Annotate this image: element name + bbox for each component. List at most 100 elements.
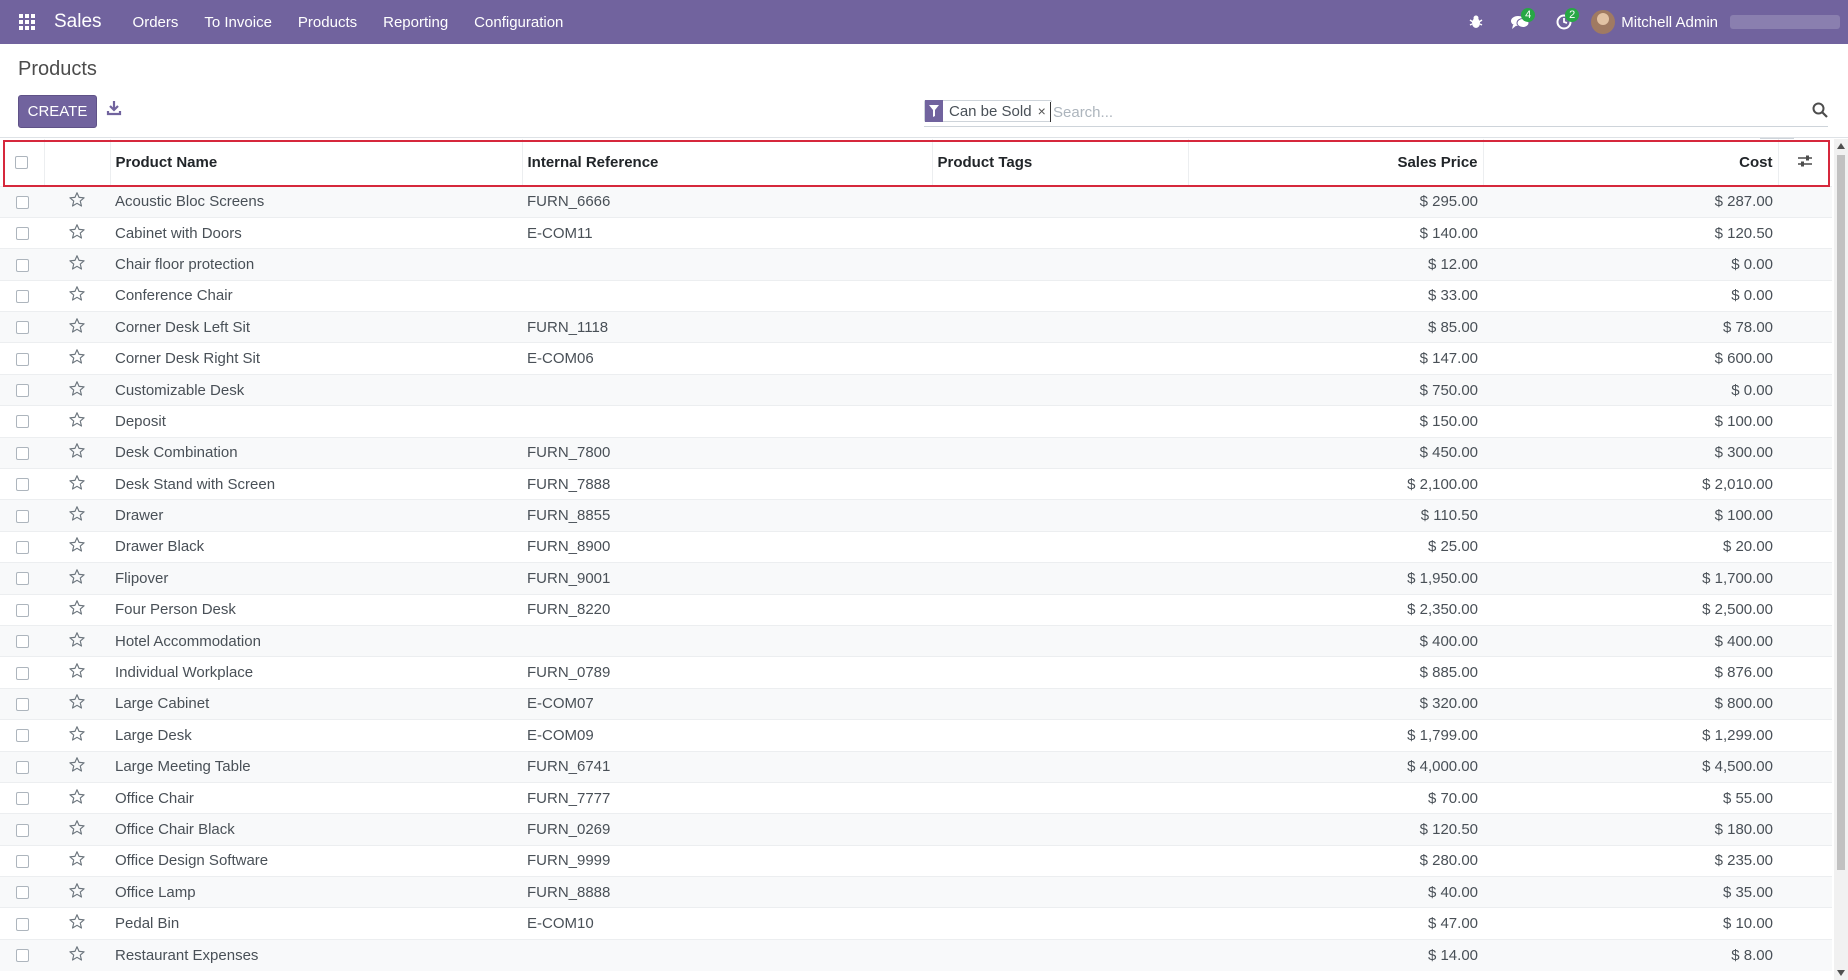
table-row[interactable]: Individual Workplace FURN_0789 $ 885.00 $ 8…	[0, 656, 1832, 688]
column-header-product-tags[interactable]: Product Tags	[932, 139, 1189, 186]
cell-product-tags[interactable]	[932, 688, 1188, 719]
cell-sales-price[interactable]: $ 147.00	[1419, 350, 1478, 368]
cell-product-name[interactable]: Individual Workplace	[115, 664, 254, 682]
row-checkbox[interactable]	[0, 845, 44, 876]
cell-sales-price[interactable]: $ 750.00	[1419, 381, 1478, 399]
row-checkbox[interactable]	[0, 374, 44, 405]
cell-internal-reference[interactable]: FURN_7777	[527, 789, 611, 807]
cell-cost[interactable]: $ 1,299.00	[1702, 726, 1773, 744]
priority-star-icon[interactable]	[44, 594, 110, 625]
cell-cost[interactable]: $ 800.00	[1714, 695, 1773, 713]
table-row[interactable]: Customizable Desk $ 750.00 $ 0.00	[0, 374, 1832, 406]
cell-product-name[interactable]: Four Person Desk	[115, 601, 236, 619]
cell-product-name[interactable]: Large Desk	[115, 726, 192, 744]
cell-sales-price[interactable]: $ 70.00	[1427, 789, 1478, 807]
cell-sales-price[interactable]: $ 4,000.00	[1407, 758, 1478, 776]
cell-cost[interactable]: $ 0.00	[1731, 381, 1773, 399]
cell-sales-price[interactable]: $ 280.00	[1419, 852, 1478, 870]
cell-cost[interactable]: $ 100.00	[1714, 507, 1773, 525]
row-checkbox[interactable]	[0, 908, 44, 939]
cell-internal-reference[interactable]: E-COM07	[527, 695, 594, 713]
cell-internal-reference[interactable]	[522, 249, 932, 280]
cell-sales-price[interactable]: $ 33.00	[1427, 287, 1478, 305]
cell-internal-reference[interactable]: E-COM11	[527, 224, 593, 242]
table-row[interactable]: Office Chair Black FURN_0269 $ 120.50 $ 180…	[0, 813, 1832, 846]
cell-internal-reference[interactable]: FURN_8220	[527, 601, 611, 619]
priority-star-icon[interactable]	[44, 563, 110, 594]
cell-product-tags[interactable]	[932, 939, 1188, 970]
cell-internal-reference[interactable]: FURN_8855	[527, 507, 611, 525]
cell-product-tags[interactable]	[932, 531, 1188, 562]
priority-star-icon[interactable]	[44, 814, 110, 845]
cell-internal-reference[interactable]: FURN_9001	[527, 569, 611, 587]
app-brand[interactable]: Sales	[54, 11, 102, 32]
cell-internal-reference[interactable]	[522, 939, 932, 970]
user-name[interactable]: Mitchell Admin	[1621, 13, 1718, 31]
cell-sales-price[interactable]: $ 400.00	[1419, 632, 1478, 650]
cell-product-tags[interactable]	[932, 500, 1188, 531]
cell-product-tags[interactable]	[932, 845, 1188, 876]
cell-internal-reference[interactable]: FURN_9999	[527, 852, 611, 870]
cell-sales-price[interactable]: $ 14.00	[1427, 946, 1478, 964]
table-row[interactable]: Large Desk E-COM09 $ 1,799.00 $ 1,299.00	[0, 719, 1832, 751]
user-avatar[interactable]	[1591, 10, 1616, 34]
table-row[interactable]: Pedal Bin E-COM10 $ 47.00 $ 10.00	[0, 907, 1832, 939]
search-icon[interactable]	[1812, 102, 1828, 122]
cell-internal-reference[interactable]	[522, 625, 932, 656]
create-button[interactable]: CREATE	[18, 95, 97, 128]
table-row[interactable]: Restaurant Expenses $ 14.00 $ 8.00	[0, 939, 1832, 971]
cell-product-name[interactable]: Hotel Accommodation	[115, 632, 261, 650]
table-row[interactable]: Chair floor protection $ 12.00 $ 0.00	[0, 248, 1832, 281]
cell-product-name[interactable]: Customizable Desk	[115, 381, 245, 399]
cell-product-tags[interactable]	[932, 217, 1188, 248]
cell-product-name[interactable]: Cabinet with Doors	[115, 224, 242, 242]
cell-product-tags[interactable]	[932, 657, 1188, 688]
cell-product-tags[interactable]	[932, 563, 1188, 594]
row-checkbox[interactable]	[0, 939, 44, 970]
cell-product-name[interactable]: Desk Combination	[115, 444, 238, 462]
cell-cost[interactable]: $ 287.00	[1714, 193, 1773, 211]
cell-product-tags[interactable]	[932, 782, 1188, 813]
cell-product-name[interactable]: Flipover	[115, 569, 169, 587]
cell-product-name[interactable]: Conference Chair	[115, 287, 233, 305]
select-all-checkbox[interactable]	[0, 139, 45, 186]
cell-cost[interactable]: $ 8.00	[1731, 946, 1773, 964]
table-row[interactable]: Desk Combination FURN_7800 $ 450.00 $ 300.0…	[0, 437, 1832, 469]
cell-sales-price[interactable]: $ 450.00	[1419, 444, 1478, 462]
priority-star-icon[interactable]	[44, 249, 110, 280]
cell-product-name[interactable]: Large Cabinet	[115, 695, 210, 713]
row-checkbox[interactable]	[0, 720, 44, 751]
list-scrollbar[interactable]	[1834, 139, 1848, 980]
cell-sales-price[interactable]: $ 110.50	[1420, 507, 1478, 525]
table-row[interactable]: Conference Chair $ 33.00 $ 0.00	[0, 280, 1832, 311]
cell-product-tags[interactable]	[932, 469, 1188, 500]
row-checkbox[interactable]	[0, 688, 44, 719]
cell-internal-reference[interactable]	[522, 374, 932, 405]
page-title[interactable]: Products	[18, 58, 97, 80]
cell-cost[interactable]: $ 78.00	[1722, 318, 1773, 336]
cell-sales-price[interactable]: $ 2,100.00	[1407, 475, 1478, 493]
cell-internal-reference[interactable]: FURN_7888	[527, 475, 611, 493]
row-checkbox[interactable]	[0, 814, 44, 845]
debug-bug-icon[interactable]	[1459, 0, 1493, 44]
cell-sales-price[interactable]: $ 2,350.00	[1407, 601, 1478, 619]
table-row[interactable]: Desk Stand with Screen FURN_7888 $ 2,100.0…	[0, 468, 1832, 500]
scroll-down-icon[interactable]	[1837, 970, 1845, 976]
cell-internal-reference[interactable]: FURN_8900	[527, 538, 611, 556]
cell-product-name[interactable]: Office Chair Black	[115, 821, 235, 838]
cell-cost[interactable]: $ 120.50	[1714, 224, 1773, 242]
app-menu-icon[interactable]	[0, 0, 54, 44]
priority-star-icon[interactable]	[44, 908, 110, 939]
cell-product-name[interactable]: Corner Desk Right Sit	[115, 350, 261, 368]
scroll-up-icon[interactable]	[1837, 143, 1845, 149]
cell-product-tags[interactable]	[932, 406, 1188, 437]
cell-sales-price[interactable]: $ 140.00	[1419, 224, 1478, 242]
priority-star-icon[interactable]	[44, 186, 110, 217]
cell-product-name[interactable]: Pedal Bin	[115, 915, 180, 933]
table-row[interactable]: Large Cabinet E-COM07 $ 320.00 $ 800.00	[0, 688, 1832, 720]
cell-product-tags[interactable]	[932, 814, 1188, 845]
cell-product-name[interactable]: Chair floor protection	[115, 255, 255, 273]
priority-star-icon[interactable]	[44, 500, 110, 531]
priority-star-icon[interactable]	[44, 782, 110, 813]
priority-star-icon[interactable]	[44, 312, 110, 343]
